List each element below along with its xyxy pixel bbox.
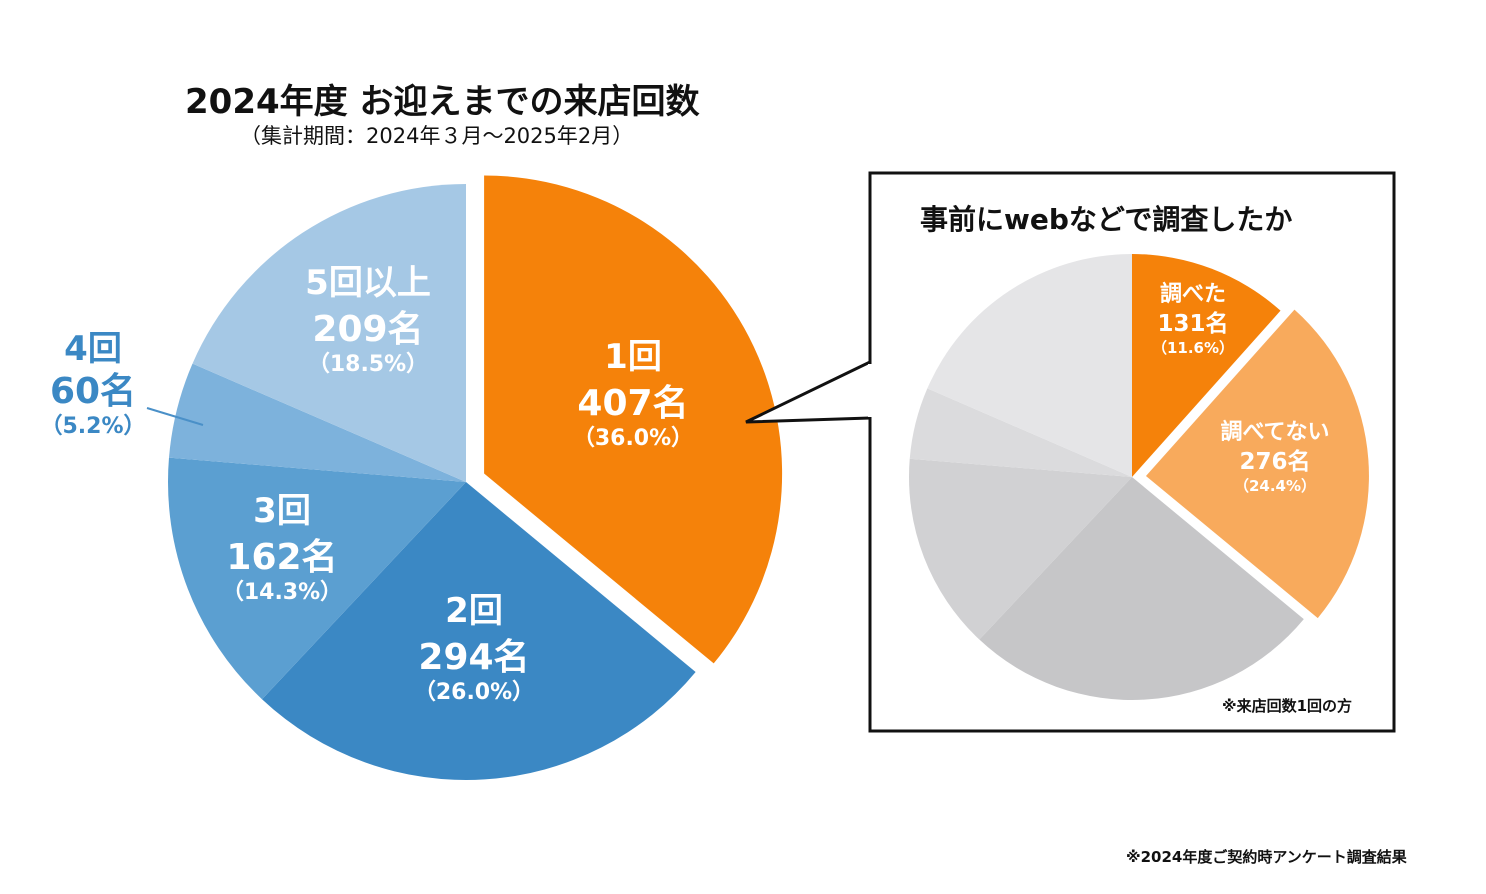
slice-label-researched: 調べた 131名 （11.6%） xyxy=(1151,282,1235,357)
callout-gap xyxy=(868,364,873,417)
main-pie-slice-1 xyxy=(262,482,696,780)
sub-pie-slice-3 xyxy=(909,458,1132,640)
slice-label-1: 1回 407名 （36.0%） xyxy=(572,337,694,452)
main-pie-slice-2 xyxy=(168,457,466,700)
main-pie xyxy=(168,175,783,780)
callout-pointer xyxy=(745,360,871,424)
sub-pie-slice-4 xyxy=(909,388,1132,477)
slice-label-3: 3回 162名 （14.3%） xyxy=(221,491,343,606)
sub-pie-slice-5 xyxy=(927,254,1132,477)
chart-subtitle: （集計期間：2024年３月〜2025年2月） xyxy=(240,124,634,148)
sub-pie-slice-0 xyxy=(1132,254,1281,477)
footnote: ※2024年度ご契約時アンケート調査結果 xyxy=(1126,848,1407,866)
slice-label-5plus: 5回以上 209名 （18.5%） xyxy=(305,263,431,378)
main-pie-slice-3 xyxy=(168,363,466,482)
sub-pie xyxy=(909,254,1369,700)
sub-chart-note: ※来店回数1回の方 xyxy=(1222,697,1353,715)
sub-pie-slice-1 xyxy=(1145,309,1369,619)
sub-pie-slice-2 xyxy=(979,477,1304,700)
main-pie-slice-0 xyxy=(484,175,783,664)
chart-title: 2024年度 お迎えまでの来店回数 xyxy=(185,82,700,122)
slice-label-2: 2回 294名 （26.0%） xyxy=(413,591,535,706)
slice-label-not-researched: 調べてない 276名 （24.4%） xyxy=(1220,420,1330,495)
slice-label-4: 4回 60名 （5.2%） xyxy=(40,329,146,440)
sub-chart-title: 事前にwebなどで調査したか xyxy=(920,203,1293,236)
main-pie-slice-4 xyxy=(192,184,466,482)
leader-line-4 xyxy=(146,407,204,426)
callout-box xyxy=(868,171,1396,733)
